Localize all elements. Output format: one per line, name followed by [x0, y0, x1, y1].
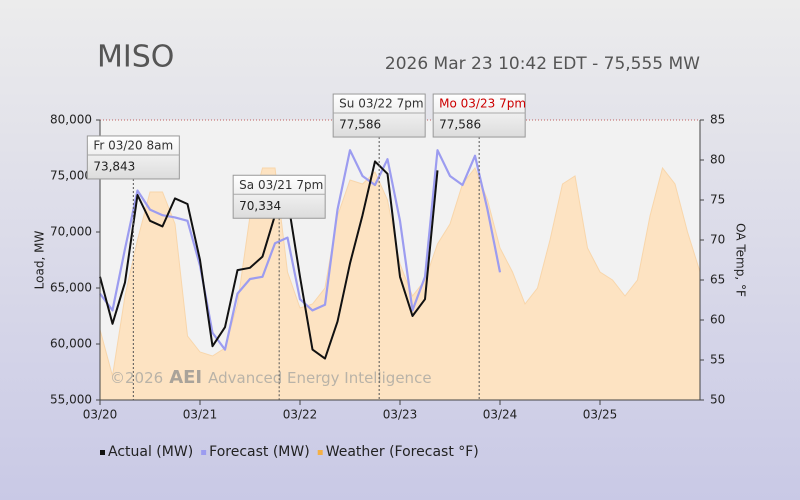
y2-tick-label: 60 — [710, 313, 725, 327]
legend-swatch — [317, 450, 323, 455]
tooltip-title: Fr 03/20 8am — [93, 138, 173, 152]
y2-tick-label: 80 — [710, 153, 725, 167]
y-tick-label: 75,000 — [50, 169, 92, 183]
x-tick-label: 03/25 — [583, 408, 618, 422]
y2-tick-label: 75 — [710, 193, 725, 207]
tooltip-box — [232, 174, 326, 219]
tooltip-value: 77,586 — [339, 118, 381, 132]
y2-axis-label: OA Temp, °F — [734, 223, 748, 297]
legend-label: Forecast (MW) — [209, 444, 310, 460]
legend-swatch — [201, 450, 207, 455]
tooltip-title: Mo 03/23 7pm — [439, 97, 526, 111]
tooltip-box — [432, 93, 526, 138]
tooltip-value: 70,334 — [239, 199, 281, 213]
x-tick-label: 03/22 — [283, 408, 318, 422]
x-tick-label: 03/24 — [483, 408, 518, 422]
series-line — [99, 160, 439, 360]
y-tick-label: 55,000 — [50, 393, 92, 407]
watermark: ©2026 AEI Advanced Energy Intelligence — [110, 367, 432, 388]
tooltip-value: 77,586 — [439, 118, 481, 132]
weather-area — [99, 166, 701, 401]
legend-label: Actual (MW) — [108, 444, 193, 460]
x-tick-label: 03/21 — [183, 408, 218, 422]
tooltip-box — [332, 93, 426, 138]
y-tick-label: 60,000 — [50, 337, 92, 351]
x-tick-label: 03/20 — [83, 408, 118, 422]
y2-tick-label: 65 — [710, 273, 725, 287]
y2-tick-label: 55 — [710, 353, 725, 367]
watermark-part: Advanced Energy Intelligence — [208, 369, 431, 387]
y2-tick-label: 50 — [710, 393, 725, 407]
y-tick-label: 65,000 — [50, 281, 92, 295]
legend-swatch — [100, 450, 105, 455]
y2-tick-label: 70 — [710, 233, 725, 247]
legend-label: Weather (Forecast °F) — [326, 444, 479, 460]
tooltip-title: Su 03/22 7pm — [339, 97, 423, 111]
y-tick-label: 70,000 — [50, 225, 92, 239]
watermark-part: AEI — [169, 367, 202, 388]
y-axis-label: Load, MW — [33, 231, 47, 290]
watermark-part: ©2026 — [110, 369, 163, 387]
chart-subtitle: 2026 Mar 23 10:42 EDT - 75,555 MW — [385, 54, 700, 74]
tooltip-box — [86, 135, 180, 180]
y-tick-label: 80,000 — [50, 113, 92, 127]
tooltip-value: 73,843 — [93, 159, 135, 173]
chart-title: MISO — [97, 40, 174, 75]
y2-tick-label: 85 — [710, 113, 725, 127]
x-tick-label: 03/23 — [383, 408, 418, 422]
tooltip-title: Sa 03/21 7pm — [239, 178, 323, 192]
